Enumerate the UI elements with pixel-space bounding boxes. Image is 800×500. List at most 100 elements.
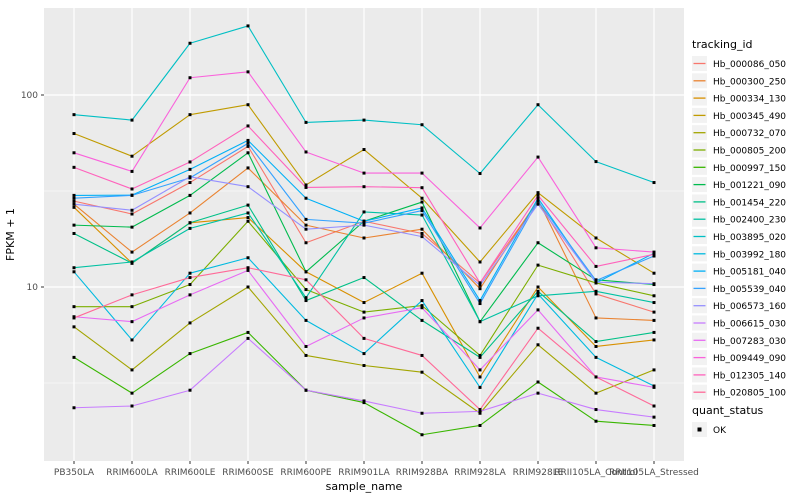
data-point [304, 183, 308, 187]
data-point [536, 241, 540, 245]
data-point [536, 103, 540, 107]
data-point [362, 336, 366, 340]
data-point [362, 352, 366, 356]
legend-item: Hb_002400_230 [692, 211, 786, 227]
data-point [478, 423, 482, 427]
data-point [246, 124, 250, 128]
data-point [246, 330, 250, 334]
data-point [478, 375, 482, 379]
data-point [420, 209, 424, 213]
legend-item-label: Hb_000300_250 [713, 77, 786, 87]
data-point [362, 364, 366, 368]
data-point [246, 24, 250, 28]
data-point [188, 211, 192, 215]
data-point [536, 155, 540, 159]
data-point [478, 302, 482, 306]
data-point [594, 292, 598, 296]
legend-item: Hb_000805_200 [692, 142, 786, 158]
data-point [130, 320, 134, 324]
data-point [478, 299, 482, 303]
data-point [362, 223, 366, 227]
data-point [246, 151, 250, 155]
data-point [188, 76, 192, 80]
data-point [594, 375, 598, 379]
data-point [536, 196, 540, 200]
data-point [188, 193, 192, 197]
data-point [188, 167, 192, 171]
x-tick-label: RRII105LA_Control [554, 468, 637, 478]
data-point [130, 187, 134, 191]
data-point [420, 227, 424, 231]
data-point [188, 388, 192, 392]
data-point [72, 193, 76, 197]
data-point [478, 353, 482, 357]
data-point [420, 123, 424, 127]
data-point [304, 227, 308, 231]
data-point [72, 151, 76, 155]
data-point [594, 344, 598, 348]
data-point [72, 196, 76, 200]
data-point [246, 285, 250, 289]
data-point [420, 186, 424, 190]
data-point [246, 141, 250, 145]
legend-title-tracking-id: tracking_id [692, 38, 753, 51]
data-point [420, 206, 424, 210]
legend-item-label: Hb_003992_180 [713, 250, 786, 260]
data-point [536, 343, 540, 347]
legend-item-label: Hb_000086_050 [713, 60, 786, 70]
data-point [304, 278, 308, 282]
data-point [304, 196, 308, 200]
legend-item-label: Hb_000997_150 [713, 164, 786, 174]
data-point [594, 355, 598, 359]
data-point [594, 408, 598, 412]
data-point [536, 202, 540, 206]
legend-item: Hb_005539_040 [692, 280, 786, 296]
data-point [420, 318, 424, 322]
legend-item: Hb_000086_050 [692, 56, 786, 71]
data-point [188, 283, 192, 287]
data-point [420, 304, 424, 308]
legend-item-quant-status: OK [692, 422, 727, 437]
data-point [130, 391, 134, 395]
legend-item: Hb_001454_220 [692, 194, 786, 210]
legend-item: Hb_001221_090 [692, 177, 786, 193]
data-point [594, 316, 598, 320]
data-point [420, 306, 424, 310]
data-point [594, 236, 598, 240]
legend-item: Hb_000997_150 [692, 159, 786, 175]
data-point [594, 160, 598, 164]
data-point [478, 226, 482, 230]
legend-item: Hb_000300_250 [692, 73, 786, 89]
legend-item-label: Hb_001454_220 [713, 198, 786, 208]
data-point [420, 235, 424, 239]
data-point [246, 103, 250, 107]
data-point [478, 385, 482, 389]
data-point [72, 165, 76, 169]
x-tick-label: RRIM928LA [454, 468, 506, 478]
x-tick-label: RRIM600LA [106, 468, 158, 478]
legend-item-label: Hb_006615_030 [713, 320, 786, 330]
data-point [304, 344, 308, 348]
data-point [478, 260, 482, 264]
data-point [246, 219, 250, 223]
x-tick-label: RRIM928BA [396, 468, 449, 478]
data-point [304, 270, 308, 274]
data-point [130, 260, 134, 264]
data-point [130, 368, 134, 372]
data-point [362, 401, 366, 405]
x-tick-label: RRIM600LE [165, 468, 216, 478]
data-point [246, 336, 250, 340]
legend-item: Hb_007283_030 [692, 332, 786, 348]
data-point [420, 171, 424, 175]
data-point [478, 409, 482, 413]
legend-item: Hb_020805_100 [692, 384, 786, 400]
data-point [536, 199, 540, 203]
data-point [420, 353, 424, 357]
legend-item-label: Hb_000732_070 [713, 129, 786, 139]
data-point [652, 282, 656, 286]
data-point [72, 316, 76, 320]
data-point [594, 419, 598, 423]
data-point [188, 175, 192, 179]
y-tick-label: 100 [21, 91, 38, 101]
x-tick-label: RRIM600PE [280, 468, 332, 478]
